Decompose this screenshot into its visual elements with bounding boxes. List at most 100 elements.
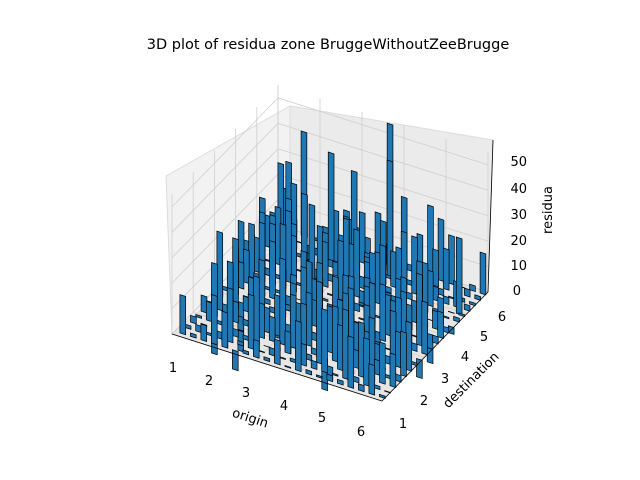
bar [342, 308, 349, 381]
z-axis-line [487, 139, 494, 293]
bar [247, 293, 255, 350]
bar [269, 240, 276, 300]
bar [253, 275, 260, 345]
x-tick-label: 4 [280, 399, 288, 414]
bar [327, 151, 335, 267]
bar [363, 337, 370, 387]
bar [337, 378, 344, 386]
bar [379, 393, 386, 399]
bar [211, 294, 218, 346]
bar [295, 320, 302, 373]
bar [285, 209, 292, 284]
bar [290, 234, 297, 278]
bar [347, 335, 355, 389]
bar [200, 323, 208, 342]
z-gridline [277, 122, 489, 191]
bar [216, 230, 224, 312]
bar [305, 369, 313, 376]
bar [253, 339, 260, 359]
bar [416, 357, 423, 380]
bar [279, 257, 286, 346]
y-axis-label: destination [440, 349, 502, 411]
bar [248, 222, 255, 279]
y-tick-label: 2 [420, 394, 428, 409]
bar [179, 294, 187, 336]
bar [358, 383, 365, 393]
y-tick-label: 4 [461, 350, 469, 365]
bar [242, 349, 250, 356]
bar [448, 310, 455, 314]
bar [427, 269, 434, 308]
bar [232, 349, 239, 372]
z-tick-label: 10 [510, 259, 527, 274]
bar [190, 332, 197, 339]
z-gridline [171, 173, 279, 284]
z-gridline [277, 148, 489, 217]
bar [200, 294, 208, 314]
x-tick-label: 1 [169, 361, 177, 376]
z-tick-label: 20 [510, 234, 527, 249]
bar [358, 321, 365, 378]
bar [274, 338, 281, 366]
bar [463, 287, 471, 298]
bar [479, 251, 487, 296]
z-tick-label: 30 [510, 208, 527, 223]
bar [448, 234, 455, 286]
x-axis-label: origin [230, 406, 270, 432]
bar [289, 293, 297, 350]
z-gridline [277, 97, 489, 166]
bar [379, 283, 386, 342]
z-gridline [171, 123, 279, 233]
bar [437, 310, 444, 339]
bar [331, 372, 339, 377]
bar [316, 374, 323, 379]
bar [353, 302, 360, 313]
bar [368, 363, 376, 396]
x-tick-label: 5 [318, 411, 326, 426]
bars-group [179, 122, 487, 399]
bar [455, 236, 463, 316]
bar [411, 235, 418, 295]
bar [305, 291, 313, 347]
bar [243, 248, 250, 285]
bar [232, 237, 239, 310]
bar [437, 217, 445, 282]
z-tick-label: 50 [510, 155, 527, 170]
bar [226, 287, 234, 344]
bar [442, 295, 450, 306]
bar [232, 300, 239, 324]
bar [316, 280, 323, 365]
bar [389, 352, 397, 389]
bar [432, 334, 439, 345]
x-tick-label: 6 [357, 425, 365, 440]
bar [453, 315, 460, 323]
bar [458, 312, 466, 318]
bar [379, 341, 386, 385]
z-gridline [277, 173, 489, 242]
bar [284, 330, 292, 355]
y-axis-line [381, 291, 489, 402]
z-gridline [171, 148, 279, 259]
chart-title: 3D plot of residua zone BruggeWithoutZee… [147, 37, 510, 53]
bar [263, 356, 271, 363]
bar [410, 342, 418, 352]
bar [353, 228, 360, 298]
bar [321, 240, 329, 288]
bar [394, 373, 402, 383]
bar [195, 313, 202, 319]
z-axis-label: residua [541, 186, 556, 234]
bar [284, 365, 292, 369]
bar [405, 320, 413, 372]
bar [416, 272, 423, 347]
bar [310, 359, 318, 371]
y-tick-label: 3 [441, 372, 449, 387]
bar [463, 303, 471, 312]
bar [442, 247, 450, 291]
bar [268, 315, 276, 343]
bar [358, 211, 366, 264]
bar [469, 300, 476, 307]
z-tick-label: 40 [510, 182, 527, 197]
bar [321, 308, 328, 374]
bar [432, 248, 439, 288]
